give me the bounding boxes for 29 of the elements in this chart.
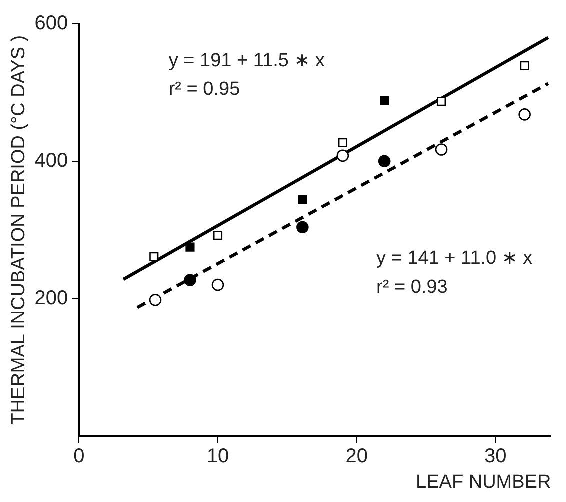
point (298, 195, 308, 204)
x-tick-label: 10 (206, 446, 230, 468)
point (186, 242, 195, 252)
y-axis-title: THERMAL INCUBATION PERIOD (°C DAYS ) (8, 35, 30, 425)
x-axis-title: LEAF NUMBER (416, 472, 552, 493)
point (378, 155, 391, 168)
point (296, 221, 309, 234)
point (380, 96, 390, 106)
point (338, 138, 348, 148)
point (435, 144, 448, 156)
annotation: r² = 0.93 (376, 277, 448, 298)
annotation: r² = 0.95 (168, 79, 240, 100)
point (184, 274, 196, 286)
point (336, 150, 350, 162)
point (212, 278, 224, 292)
point (150, 252, 159, 262)
annotation: y = 191 + 11.5 ∗ x (168, 50, 326, 72)
point (518, 108, 531, 121)
x-tick-label: 30 (484, 446, 507, 468)
point (213, 231, 223, 240)
x-tick-label: 20 (346, 446, 368, 468)
point (149, 294, 162, 306)
annotation: y = 141 + 11.0 ∗ x (376, 248, 534, 270)
y-tick-label: 400 (34, 150, 68, 172)
y-tick-label: 600 (34, 12, 68, 35)
point (436, 97, 446, 106)
x-tick-label: 0 (74, 446, 85, 468)
y-tick-label: 200 (34, 287, 68, 310)
point (520, 61, 530, 70)
